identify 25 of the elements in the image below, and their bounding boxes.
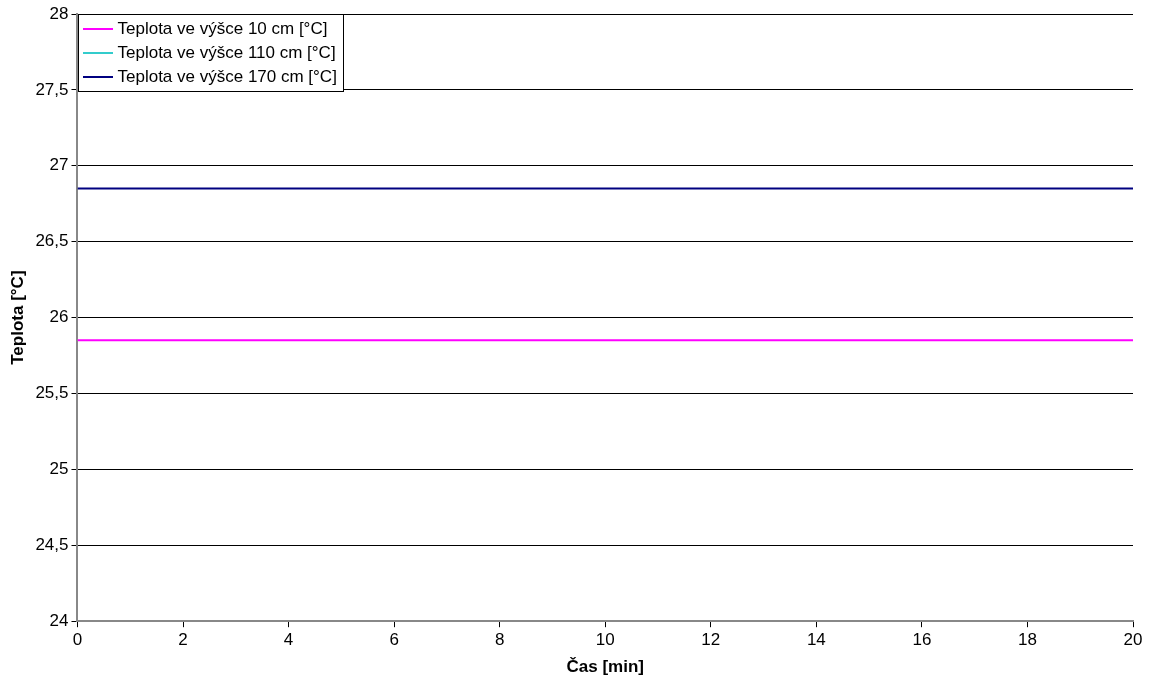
legend-label: Teplota ve výšce 170 cm [°C] (117, 66, 337, 88)
x-tick-label: 10 (595, 630, 615, 650)
x-tick-label: 16 (912, 630, 932, 650)
y-axis-title: Teplota [°C] (7, 270, 27, 365)
y-tick-label: 27,5 (35, 79, 69, 99)
y-tick-label: 27 (49, 155, 69, 175)
y-tick-label: 26,5 (35, 231, 69, 251)
x-tick-label: 8 (494, 630, 505, 650)
legend-label: Teplota ve výšce 10 cm [°C] (117, 18, 328, 40)
x-tick-label: 6 (389, 630, 399, 650)
x-tick-label: 4 (283, 630, 294, 650)
x-tick-label: 20 (1123, 630, 1143, 650)
y-tick-label: 28 (49, 3, 69, 23)
x-tick-label: 12 (701, 630, 721, 650)
x-tick-label: 14 (806, 630, 826, 650)
x-tick-label: 18 (1017, 630, 1037, 650)
y-tick-label: 25 (49, 459, 69, 479)
legend-label: Teplota ve výšce 110 cm [°C] (117, 42, 336, 64)
y-tick-label: 24 (49, 610, 69, 630)
x-tick-label: 2 (178, 630, 188, 650)
y-tick-label: 26 (49, 307, 69, 327)
x-tick-label: 0 (72, 630, 83, 650)
y-tick-label: 25,5 (35, 383, 69, 403)
x-axis-title: Čas [min] (566, 657, 644, 677)
y-tick-label: 24,5 (35, 534, 69, 554)
